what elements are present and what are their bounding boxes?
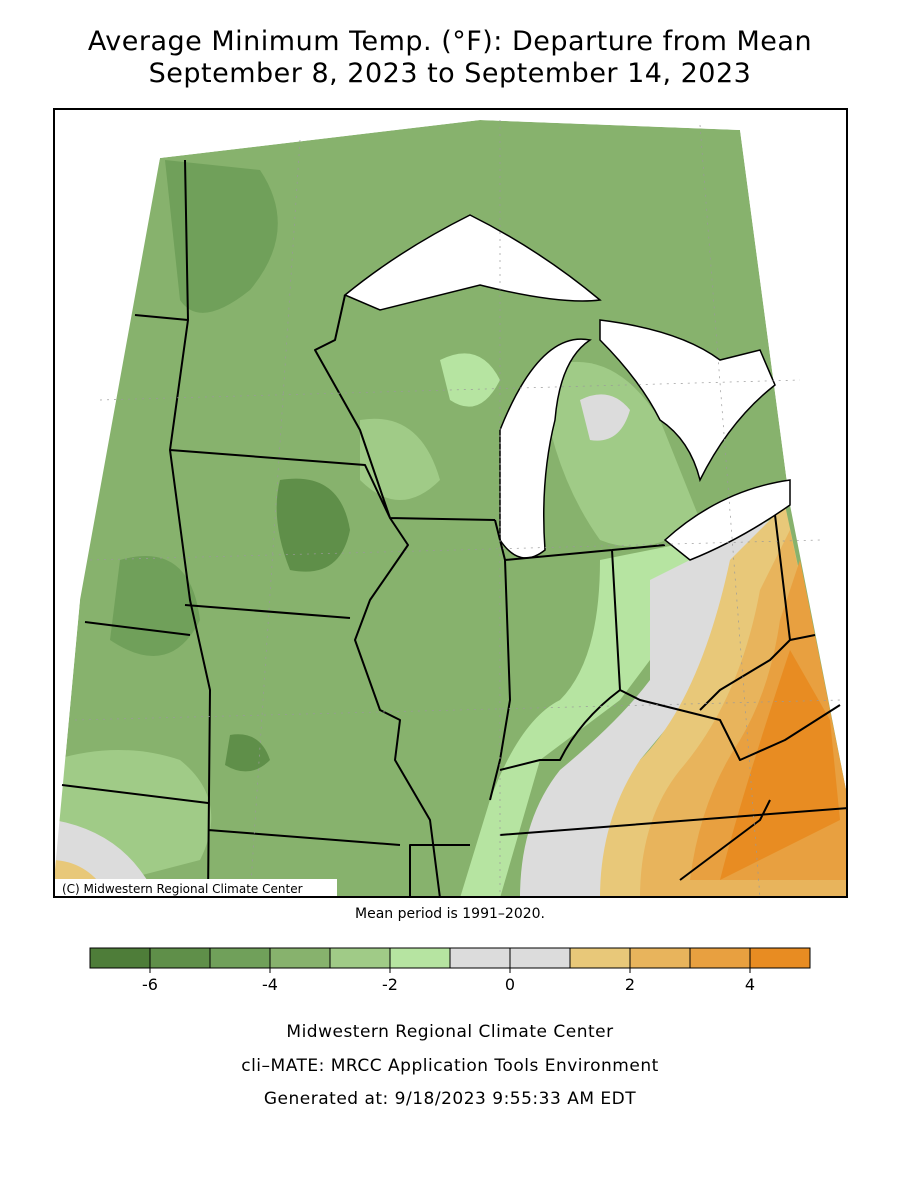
- title-line-2: September 8, 2023 to September 14, 2023: [149, 58, 752, 89]
- anomaly-zone: [360, 418, 440, 500]
- legend-bin: [389, 947, 451, 969]
- legend-bin: [689, 947, 751, 969]
- anomaly-zone: [540, 361, 700, 547]
- legend-tick-label: -2: [382, 975, 398, 994]
- legend: -6 -4 -2 0 2 4: [89, 947, 811, 994]
- legend-bin: [509, 947, 571, 969]
- legend-tick-label: -6: [142, 975, 158, 994]
- legend-bin: [209, 947, 271, 969]
- anomaly-zone: [460, 520, 760, 897]
- graticule: [74, 120, 841, 897]
- anomaly-zone: [276, 478, 350, 572]
- mean-period-note: Mean period is 1991–2020.: [355, 906, 545, 922]
- legend-tick-label: 0: [505, 975, 515, 994]
- legend-tick-label: 2: [625, 975, 635, 994]
- footer-line-1: Midwestern Regional Climate Center: [286, 1022, 613, 1042]
- legend-tick-label: -4: [262, 975, 278, 994]
- map-frame: [53, 108, 848, 898]
- state-boundary: [61, 159, 847, 897]
- legend-bin: [749, 947, 811, 969]
- legend-tick-label: 4: [745, 975, 755, 994]
- legend-bin: [149, 947, 211, 969]
- anomaly-zone: [110, 556, 200, 656]
- anomaly-zone: [440, 353, 500, 407]
- lake-huron: [599, 319, 776, 483]
- lake-superior: [343, 214, 602, 311]
- anomaly-zone: [580, 394, 630, 441]
- anomaly-zone: [165, 160, 278, 313]
- legend-bin: [449, 947, 511, 969]
- legend-bin: [89, 947, 151, 969]
- outside-area: [54, 109, 847, 600]
- legend-bin: [329, 947, 391, 969]
- copyright: (C) Midwestern Regional Climate Center: [62, 882, 303, 896]
- footer-line-3: Generated at: 9/18/2023 9:55:33 AM EDT: [264, 1089, 636, 1109]
- title-line-1: Average Minimum Temp. (°F): Departure fr…: [88, 26, 812, 57]
- outside-area: [54, 600, 80, 880]
- copyright-box: [55, 879, 337, 896]
- legend-bin: [269, 947, 331, 969]
- legend-bin: [569, 947, 631, 969]
- map: [54, 109, 847, 897]
- anomaly-zone: [520, 520, 770, 897]
- footer-line-2: cli–MATE: MRCC Application Tools Environ…: [241, 1056, 659, 1076]
- legend-bin: [629, 947, 691, 969]
- lake-michigan: [499, 338, 592, 559]
- lake-erie: [663, 479, 791, 561]
- anomaly-zone: [720, 650, 840, 880]
